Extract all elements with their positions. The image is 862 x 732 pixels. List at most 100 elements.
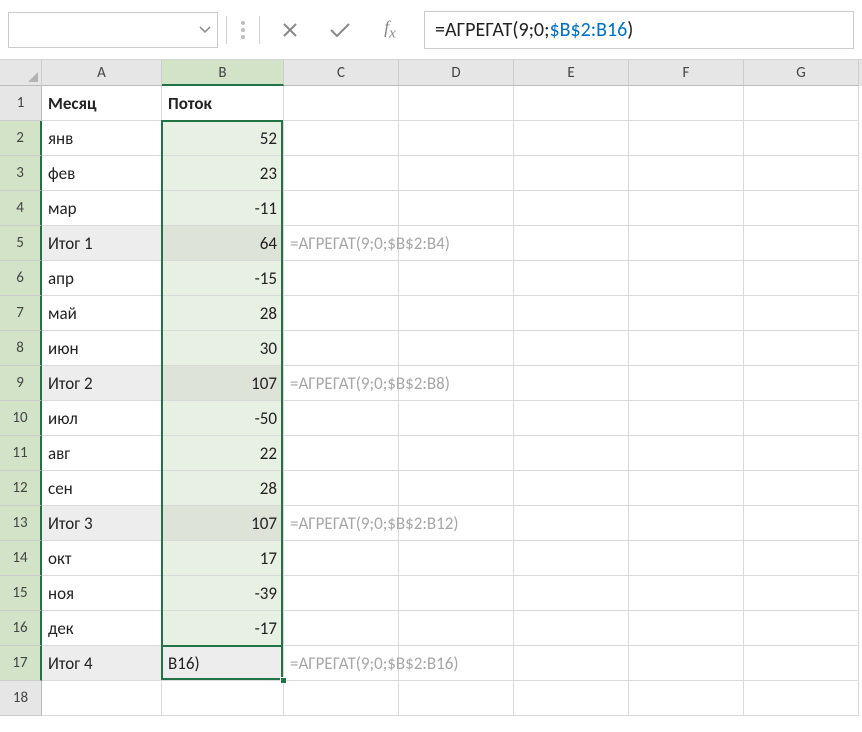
cell-D11[interactable] [399, 436, 514, 471]
row-header-4[interactable]: 4 [0, 191, 42, 226]
cell-C6[interactable] [284, 261, 399, 296]
cell-E7[interactable] [514, 296, 629, 331]
cell-B4[interactable]: -11 [162, 191, 284, 226]
cell-E16[interactable] [514, 611, 629, 646]
cell-G4[interactable] [744, 191, 859, 226]
cell-G10[interactable] [744, 401, 859, 436]
cell-B14[interactable]: 17 [162, 541, 284, 576]
cell-D14[interactable] [399, 541, 514, 576]
cell-G13[interactable] [744, 506, 859, 541]
cell-A14[interactable]: окт [42, 541, 162, 576]
column-header-F[interactable]: F [629, 60, 744, 86]
cell-E18[interactable] [514, 681, 629, 716]
cell-F2[interactable] [629, 121, 744, 156]
cell-B8[interactable]: 30 [162, 331, 284, 366]
cell-E6[interactable] [514, 261, 629, 296]
cell-D18[interactable] [399, 681, 514, 716]
row-header-14[interactable]: 14 [0, 541, 42, 576]
cell-B3[interactable]: 23 [162, 156, 284, 191]
cell-B15[interactable]: -39 [162, 576, 284, 611]
cell-B13[interactable]: 107 [162, 506, 284, 541]
cell-B18[interactable] [162, 681, 284, 716]
cell-A13[interactable]: Итог 3 [42, 506, 162, 541]
cell-D16[interactable] [399, 611, 514, 646]
cell-A3[interactable]: фев [42, 156, 162, 191]
cell-A6[interactable]: апр [42, 261, 162, 296]
cell-G1[interactable] [744, 86, 859, 121]
cell-A1[interactable]: Месяц [42, 86, 162, 121]
cancel-button[interactable] [268, 12, 312, 48]
cell-A7[interactable]: май [42, 296, 162, 331]
cell-C12[interactable] [284, 471, 399, 506]
cell-D5[interactable] [399, 226, 514, 261]
cell-E15[interactable] [514, 576, 629, 611]
cell-E11[interactable] [514, 436, 629, 471]
row-header-16[interactable]: 16 [0, 611, 42, 646]
cell-E12[interactable] [514, 471, 629, 506]
cell-D17[interactable] [399, 646, 514, 681]
column-header-G[interactable]: G [744, 60, 859, 86]
column-header-C[interactable]: C [284, 60, 399, 86]
cell-A16[interactable]: дек [42, 611, 162, 646]
cell-C10[interactable] [284, 401, 399, 436]
cell-F3[interactable] [629, 156, 744, 191]
cell-C1[interactable] [284, 86, 399, 121]
cell-C11[interactable] [284, 436, 399, 471]
cell-F15[interactable] [629, 576, 744, 611]
cell-F10[interactable] [629, 401, 744, 436]
cell-E13[interactable] [514, 506, 629, 541]
cell-A11[interactable]: авг [42, 436, 162, 471]
cell-F11[interactable] [629, 436, 744, 471]
row-header-6[interactable]: 6 [0, 261, 42, 296]
cell-G14[interactable] [744, 541, 859, 576]
cell-B1[interactable]: Поток [162, 86, 284, 121]
cell-F1[interactable] [629, 86, 744, 121]
cell-B2[interactable]: 52 [162, 121, 284, 156]
cell-D9[interactable] [399, 366, 514, 401]
cell-D13[interactable] [399, 506, 514, 541]
cell-E14[interactable] [514, 541, 629, 576]
cell-C4[interactable] [284, 191, 399, 226]
cell-F14[interactable] [629, 541, 744, 576]
column-header-D[interactable]: D [399, 60, 514, 86]
cell-G8[interactable] [744, 331, 859, 366]
row-header-18[interactable]: 18 [0, 681, 42, 716]
row-header-15[interactable]: 15 [0, 576, 42, 611]
column-header-E[interactable]: E [514, 60, 629, 86]
cell-A9[interactable]: Итог 2 [42, 366, 162, 401]
cell-E4[interactable] [514, 191, 629, 226]
cell-E1[interactable] [514, 86, 629, 121]
row-header-5[interactable]: 5 [0, 226, 42, 261]
cell-B7[interactable]: 28 [162, 296, 284, 331]
name-box[interactable] [8, 12, 218, 48]
row-header-17[interactable]: 17 [0, 646, 42, 681]
cell-G15[interactable] [744, 576, 859, 611]
cell-C16[interactable] [284, 611, 399, 646]
row-header-10[interactable]: 10 [0, 401, 42, 436]
row-header-7[interactable]: 7 [0, 296, 42, 331]
cell-B10[interactable]: -50 [162, 401, 284, 436]
cell-C15[interactable] [284, 576, 399, 611]
cell-D15[interactable] [399, 576, 514, 611]
cell-F12[interactable] [629, 471, 744, 506]
cell-G9[interactable] [744, 366, 859, 401]
cell-F13[interactable] [629, 506, 744, 541]
cell-B6[interactable]: -15 [162, 261, 284, 296]
chevron-down-icon[interactable] [199, 26, 211, 34]
row-header-11[interactable]: 11 [0, 436, 42, 471]
cell-B9[interactable]: 107 [162, 366, 284, 401]
cell-E8[interactable] [514, 331, 629, 366]
cell-A2[interactable]: янв [42, 121, 162, 156]
cell-D6[interactable] [399, 261, 514, 296]
column-header-A[interactable]: A [42, 60, 162, 86]
cell-E10[interactable] [514, 401, 629, 436]
cell-C17[interactable]: =АГРЕГАТ(9;0;$B$2:B16) [284, 646, 399, 681]
cell-C8[interactable] [284, 331, 399, 366]
cell-G11[interactable] [744, 436, 859, 471]
cell-E5[interactable] [514, 226, 629, 261]
row-header-8[interactable]: 8 [0, 331, 42, 366]
cell-C2[interactable] [284, 121, 399, 156]
cell-G3[interactable] [744, 156, 859, 191]
cell-A17[interactable]: Итог 4 [42, 646, 162, 681]
spreadsheet-grid[interactable]: ABCDEFG 1МесяцПоток2янв523фев234мар-115И… [0, 60, 862, 716]
